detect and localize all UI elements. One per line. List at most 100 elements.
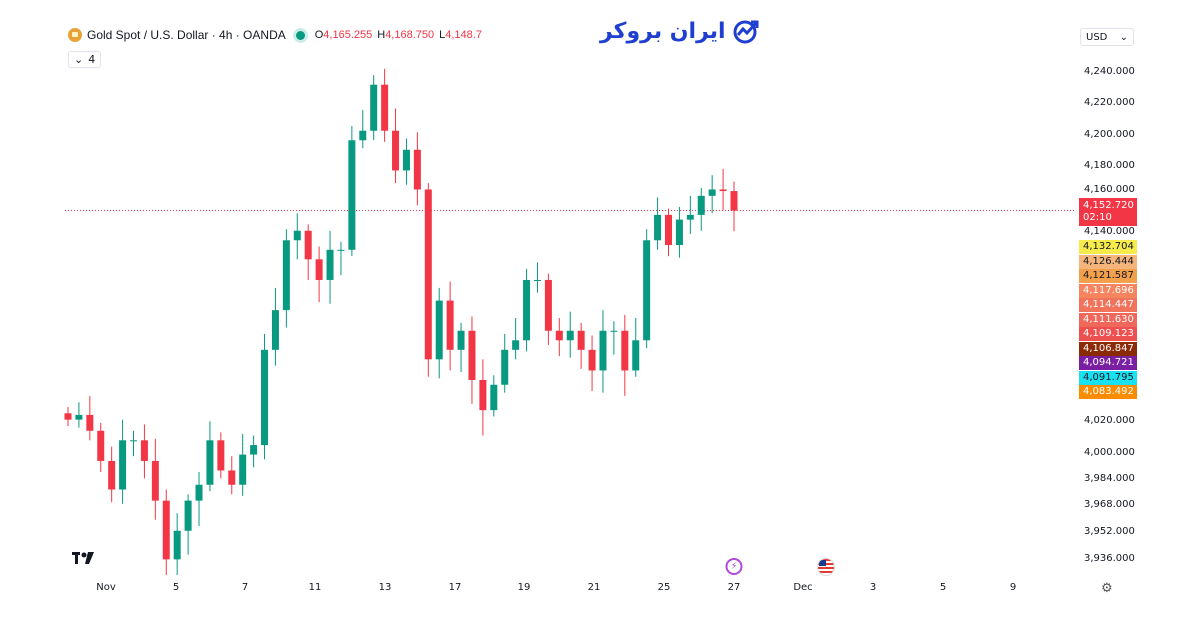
price-tick: 4,240.000: [1084, 66, 1135, 77]
candle: [162, 489, 170, 575]
candle: [337, 241, 345, 276]
brand-name: ایران بروکر: [600, 18, 726, 44]
candle-body: [686, 214, 694, 220]
candle: [446, 281, 454, 371]
lightning-event-icon[interactable]: ⚡: [725, 558, 743, 575]
candle-body: [544, 279, 552, 331]
candle: [75, 402, 83, 428]
candle: [140, 424, 148, 479]
time-label: 25: [657, 582, 671, 593]
candle-body: [151, 460, 159, 501]
candle: [643, 229, 651, 349]
price-label-value: 4,117.696: [1083, 284, 1134, 296]
candle: [457, 322, 465, 373]
candle: [392, 108, 400, 184]
candle: [490, 375, 498, 417]
low-label: L: [439, 29, 446, 41]
candle-body: [424, 189, 432, 360]
time-label: 7: [241, 582, 249, 593]
candle: [566, 311, 574, 358]
price-label-value: 4,114.447: [1083, 299, 1134, 310]
candle: [664, 208, 672, 257]
candle-body: [664, 214, 672, 246]
candle: [697, 187, 705, 231]
price-label-value: 4,109.123: [1083, 328, 1134, 339]
tradingview-logo[interactable]: [72, 551, 98, 569]
candle-body: [402, 149, 410, 171]
time-label: 5: [172, 582, 180, 593]
candle-body: [337, 249, 345, 251]
candle: [151, 438, 159, 520]
price-tick: 3,984.000: [1084, 473, 1135, 484]
candle-body: [479, 379, 487, 411]
candle-body: [271, 310, 279, 350]
candle: [370, 75, 378, 141]
candle: [130, 430, 138, 457]
candle-body: [206, 440, 214, 485]
candle-body: [719, 189, 727, 192]
price-line-label: 4,106.847: [1079, 341, 1137, 356]
candle: [326, 230, 334, 304]
candle-body: [435, 300, 443, 360]
candle-body: [468, 330, 476, 380]
candle-body: [348, 140, 356, 250]
time-label: Nov: [96, 582, 116, 593]
candlestick-chart[interactable]: [0, 0, 1075, 575]
currency-select[interactable]: USD ⌄: [1080, 28, 1134, 46]
price-line-label: 4,109.123: [1079, 327, 1137, 341]
candle-body: [577, 330, 585, 350]
candle-body: [250, 445, 258, 455]
candle: [610, 321, 618, 355]
brand-logo: ایران بروکر: [600, 18, 760, 44]
time-label: 9: [1009, 582, 1017, 593]
settings-gear-icon[interactable]: ⚙: [1101, 581, 1113, 596]
candle-body: [381, 84, 389, 131]
candle: [479, 359, 487, 436]
candle: [108, 446, 116, 503]
candle: [282, 229, 290, 328]
price-line-label: 4,152.720 02:10: [1079, 198, 1137, 226]
price-label-value: 4,111.630: [1083, 313, 1134, 325]
symbol-header: Gold Spot / U.S. Dollar · 4h · OANDA O4,…: [68, 28, 482, 42]
candle: [435, 287, 443, 379]
price-tick: 4,200.000: [1084, 129, 1135, 140]
candle-body: [370, 84, 378, 131]
candle: [599, 310, 607, 393]
price-line-label: 4,111.630: [1079, 312, 1137, 327]
candle: [119, 419, 127, 504]
indicators-toggle[interactable]: ⌄ 4: [68, 51, 102, 68]
time-label: Dec: [793, 582, 813, 593]
candle: [64, 406, 72, 427]
candle: [424, 183, 432, 377]
time-label: 27: [727, 582, 741, 593]
price-label-value: 4,094.721: [1083, 357, 1134, 368]
candle: [413, 132, 421, 206]
candle: [730, 181, 738, 232]
candle-body: [512, 340, 520, 350]
candle-body: [108, 460, 116, 490]
time-label: 5: [939, 582, 947, 593]
candle: [654, 197, 662, 250]
price-label-value: 4,132.704: [1083, 241, 1134, 252]
symbol-title[interactable]: Gold Spot / U.S. Dollar · 4h · OANDA: [87, 28, 286, 42]
price-line-label: 4,094.721: [1079, 356, 1137, 370]
candle-body: [184, 500, 192, 531]
candle: [512, 318, 520, 360]
time-label: 21: [587, 582, 601, 593]
candle-body: [446, 300, 454, 350]
price-line-label: 4,091.795: [1079, 370, 1137, 385]
candle-body: [315, 259, 323, 280]
candle-body: [282, 240, 290, 311]
candle-body: [566, 330, 574, 341]
candle: [719, 168, 727, 211]
candle-body: [75, 414, 83, 420]
us-flag-event-icon[interactable]: [817, 558, 835, 576]
candle-body: [261, 349, 269, 446]
chevron-down-icon: ⌄: [74, 53, 84, 66]
price-tick: 4,180.000: [1084, 160, 1135, 171]
candle-body: [326, 249, 334, 280]
candle: [381, 68, 389, 142]
price-label-value: 4,083.492: [1083, 386, 1134, 397]
candle-body: [86, 414, 94, 431]
candle: [577, 322, 585, 369]
